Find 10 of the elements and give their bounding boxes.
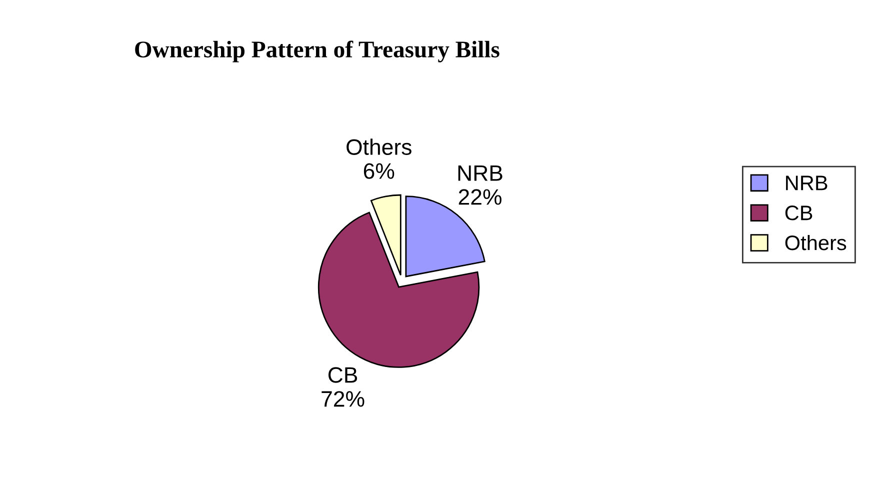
- legend-label: CB: [785, 206, 812, 220]
- slice-label: NRB: [458, 165, 502, 181]
- chart-title: Ownership Pattern of Treasury Bills: [135, 40, 500, 62]
- data-label: 72%: [322, 391, 364, 407]
- slice-label: Others: [346, 138, 412, 155]
- legend-label: NRB: [786, 176, 828, 190]
- data-label: 6%: [364, 163, 394, 179]
- legend-label: Others: [785, 234, 846, 250]
- slice-label: CB: [328, 367, 358, 383]
- data-label: 22%: [458, 189, 502, 205]
